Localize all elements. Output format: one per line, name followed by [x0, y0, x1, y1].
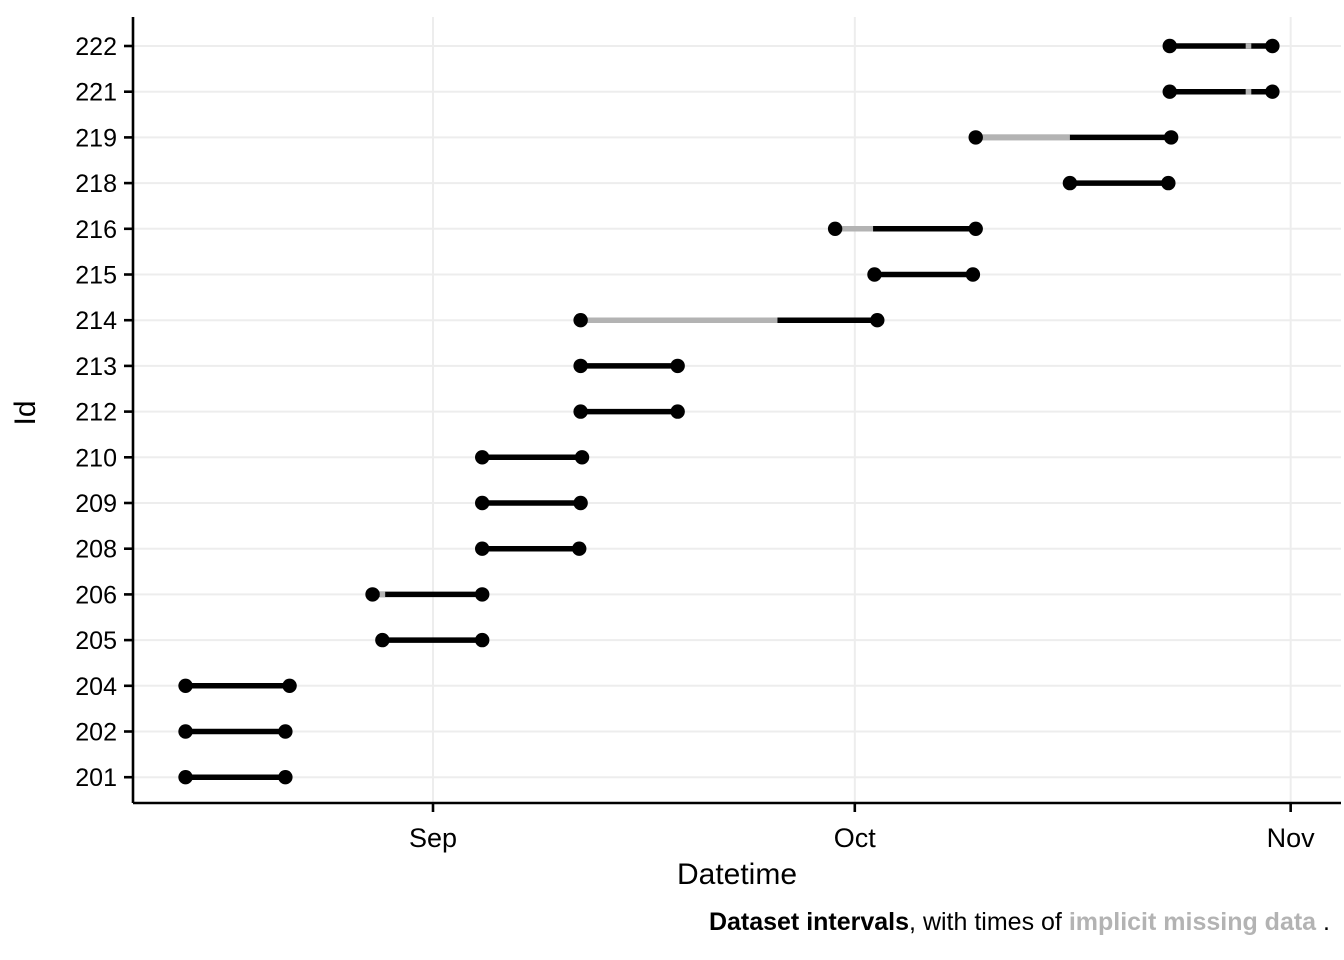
y-tick-label: 221 — [75, 79, 117, 107]
interval-end-dot — [1161, 175, 1176, 191]
interval-start-dot — [867, 267, 882, 282]
interval-start-dot — [178, 770, 193, 785]
interval-start-dot — [1062, 175, 1078, 191]
caption-trailing: . — [1316, 908, 1330, 936]
interval-end-dot — [965, 267, 981, 282]
interval-end-dot — [278, 770, 293, 785]
y-tick-label: 202 — [75, 719, 117, 747]
y-tick-label: 218 — [75, 170, 117, 198]
interval-end-dot — [670, 404, 685, 419]
interval-start-dot — [475, 541, 490, 556]
x-tick-label: Nov — [1267, 823, 1316, 853]
interval-end-dot — [278, 724, 293, 739]
y-tick-label: 216 — [75, 216, 117, 244]
y-tick-label: 212 — [75, 399, 117, 427]
interval-start-dot — [1162, 84, 1177, 99]
y-tick-label: 214 — [75, 307, 117, 335]
interval-start-dot — [375, 632, 390, 648]
interval-start-dot — [475, 450, 490, 465]
interval-start-dot — [827, 221, 843, 236]
interval-end-dot — [574, 450, 590, 465]
interval-start-dot — [178, 724, 193, 739]
caption-middle-text: , with times of — [909, 908, 1069, 936]
y-tick-label: 206 — [75, 581, 117, 609]
y-tick-label: 213 — [75, 353, 117, 381]
interval-end-dot — [572, 541, 587, 556]
x-axis-title: Datetime — [676, 858, 798, 891]
interval-end-dot — [1265, 38, 1280, 54]
y-tick-label: 222 — [75, 33, 117, 61]
interval-end-dot — [573, 495, 588, 511]
y-tick-label: 208 — [75, 536, 117, 564]
interval-end-dot — [1265, 84, 1280, 99]
interval-end-dot — [475, 632, 490, 648]
y-tick-label: 204 — [75, 673, 117, 701]
y-tick-label: 210 — [75, 444, 117, 472]
interval-start-dot — [1162, 38, 1177, 54]
y-axis-title: Id — [9, 400, 42, 426]
interval-start-dot — [573, 313, 588, 328]
interval-start-dot — [475, 495, 490, 511]
interval-end-dot — [1163, 130, 1179, 145]
caption-dataset-intervals: Dataset intervals — [708, 908, 910, 936]
interval-start-dot — [573, 404, 588, 419]
y-tick-label: 201 — [75, 764, 117, 792]
chart-caption: Dataset intervals, with times of implici… — [130, 908, 1330, 937]
interval-start-dot — [573, 358, 588, 374]
interval-end-dot — [282, 678, 297, 693]
interval-end-dot — [670, 358, 685, 374]
interval-end-dot — [475, 587, 490, 602]
x-tick-label: Sep — [409, 823, 457, 853]
interval-end-dot — [968, 221, 983, 236]
interval-start-dot — [365, 587, 380, 602]
x-tick-label: Oct — [834, 823, 877, 853]
caption-missing-data: implicit missing data — [1068, 908, 1317, 936]
y-tick-label: 219 — [75, 124, 117, 152]
interval-start-dot — [968, 130, 983, 145]
interval-end-dot — [870, 313, 885, 328]
y-tick-label: 215 — [75, 262, 117, 290]
y-tick-label: 205 — [75, 627, 117, 655]
y-tick-label: 209 — [75, 490, 117, 518]
interval-start-dot — [178, 678, 193, 693]
